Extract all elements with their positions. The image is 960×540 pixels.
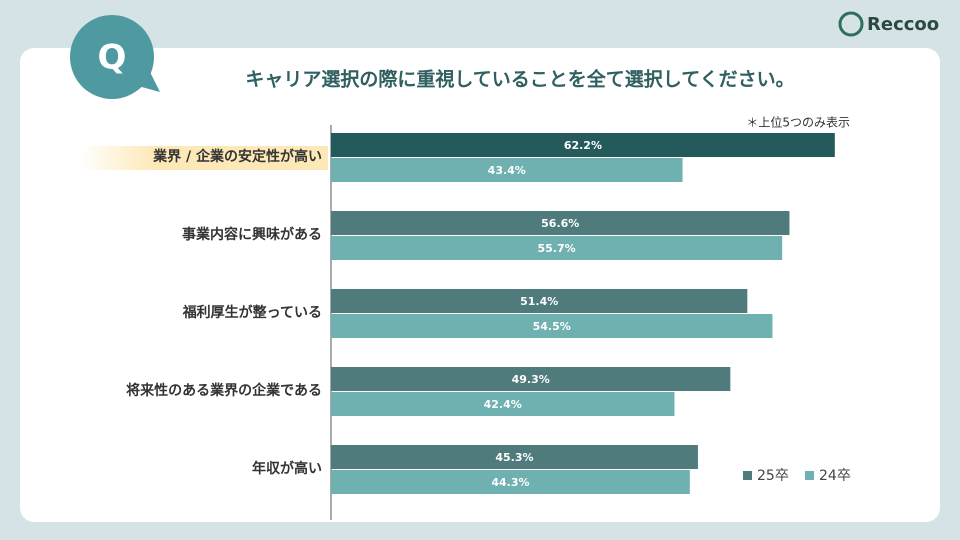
value-label: 51.4% bbox=[520, 295, 558, 308]
value-label: 42.4% bbox=[484, 398, 522, 411]
logo-icon bbox=[838, 11, 864, 37]
legend-label: 24卒 bbox=[819, 468, 851, 484]
bar bbox=[331, 211, 790, 235]
value-label: 49.3% bbox=[512, 373, 550, 386]
category-label: 事業内容に興味がある bbox=[182, 226, 322, 243]
bar bbox=[331, 236, 783, 260]
badge bbox=[70, 15, 154, 99]
category-label: 年収が高い bbox=[252, 460, 322, 477]
value-label: 56.6% bbox=[541, 217, 579, 230]
legend-swatch bbox=[805, 471, 814, 480]
value-label: 45.3% bbox=[495, 451, 533, 464]
value-label: 43.4% bbox=[488, 164, 526, 177]
badge-tail bbox=[138, 72, 160, 92]
bar bbox=[331, 392, 675, 416]
logo-text: Reccoo bbox=[867, 14, 939, 35]
bar bbox=[331, 289, 748, 313]
legend-swatch bbox=[743, 471, 752, 480]
category-label: 福利厚生が整っている bbox=[182, 304, 322, 321]
chart-title: キャリア選択の際に重視していることを全て選択してください。 bbox=[245, 68, 794, 91]
badge-text: Q bbox=[98, 38, 127, 78]
bar bbox=[331, 470, 690, 494]
legend-label: 25卒 bbox=[757, 468, 789, 484]
value-label: 55.7% bbox=[537, 242, 575, 255]
value-label: 54.5% bbox=[533, 320, 571, 333]
value-label: 62.2% bbox=[564, 139, 602, 152]
bar bbox=[331, 445, 698, 469]
bar bbox=[331, 367, 731, 391]
value-label: 44.3% bbox=[491, 476, 529, 489]
note: ＊上位5つのみ表示 bbox=[746, 115, 850, 130]
category-label: 将来性のある業界の企業である bbox=[126, 382, 322, 399]
bar bbox=[331, 314, 773, 338]
logo: Reccoo bbox=[838, 11, 939, 37]
category-label: 業界 / 企業の安定性が高い bbox=[152, 148, 322, 165]
highlight bbox=[80, 146, 328, 170]
bar bbox=[331, 158, 683, 182]
bar bbox=[331, 133, 835, 157]
